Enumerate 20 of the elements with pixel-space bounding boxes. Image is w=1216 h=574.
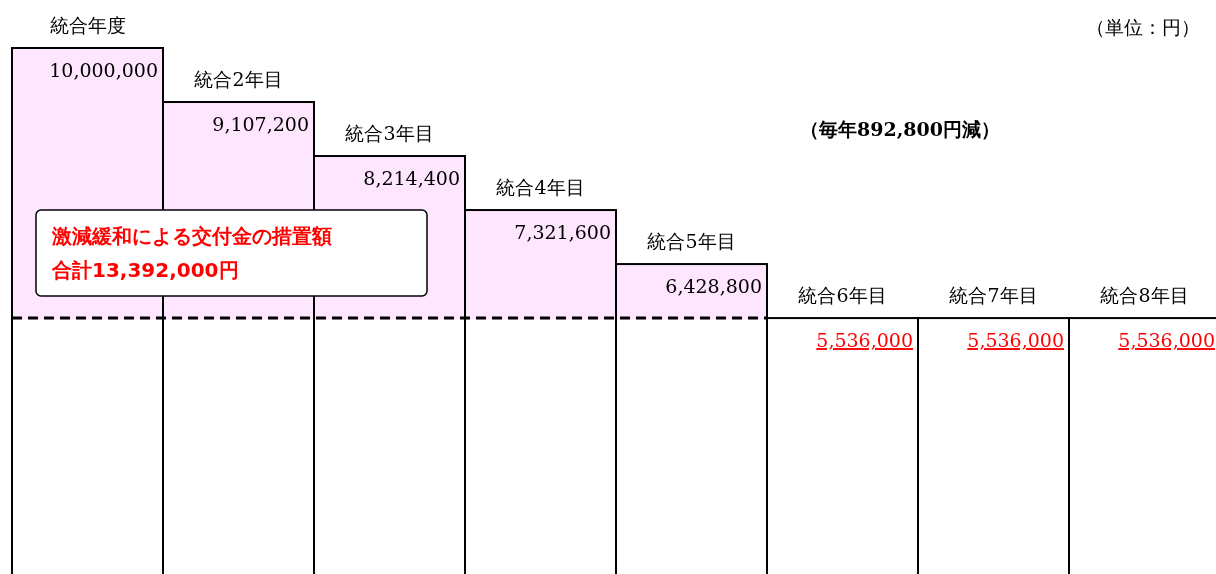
x-tick-label: 統合6年目 [798,284,887,307]
data-label: 7,321,600 [514,221,611,244]
x-tick-label: 統合8年目 [1100,284,1189,307]
data-label: 5,536,000 [967,329,1064,352]
annotation: 合計13,392,000円 [51,258,239,282]
x-tick-label: 統合2年目 [194,68,283,91]
x-tick-label: 統合7年目 [949,284,1038,307]
annotation: 激減緩和による交付金の措置額 [51,224,332,248]
annotation: （毎年892,800円減） [800,118,1000,140]
x-tick-label: 統合年度 [49,14,126,36]
text: （単位：円） [1086,16,1200,38]
data-label: 6,428,800 [665,275,762,298]
x-tick-label: 統合5年目 [647,230,736,253]
data-label: 9,107,200 [212,113,309,136]
data-label: 5,536,000 [1118,329,1215,352]
data-label: 5,536,000 [816,329,913,352]
data-label: 8,214,400 [363,167,460,190]
data-label: 10,000,000 [49,59,158,81]
x-tick-label: 統合4年目 [496,176,585,199]
x-tick-label: 統合3年目 [345,122,434,145]
